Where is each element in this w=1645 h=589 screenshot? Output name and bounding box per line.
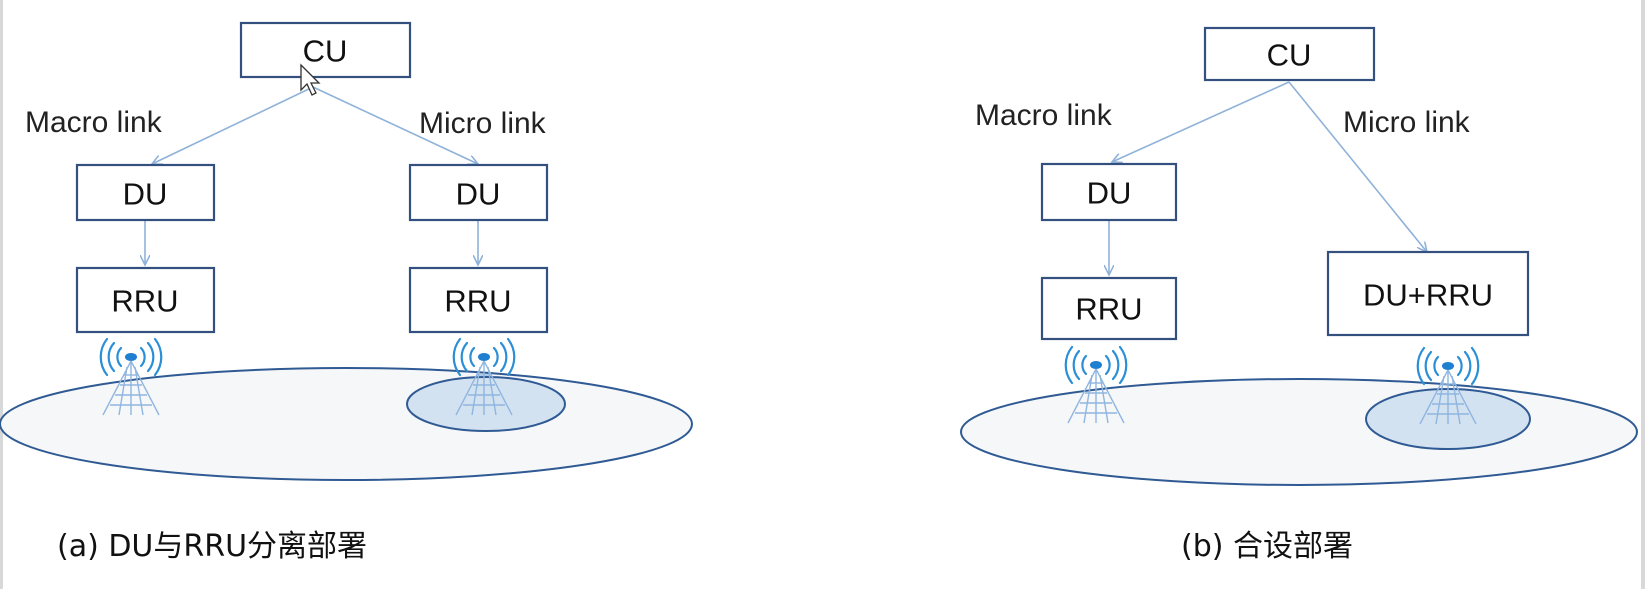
micro-coverage-area — [406, 376, 566, 432]
rru-node: RRU — [408, 266, 549, 334]
du-node: DU — [75, 163, 216, 222]
du-label: DU — [123, 177, 168, 212]
micro-link-label: Micro link — [419, 107, 547, 140]
diagram-a: CU DU DU RRU RRU Macro link Micro link (… — [0, 21, 693, 564]
du-node: DU — [1040, 162, 1178, 222]
du-label: DU — [456, 177, 501, 212]
macro-link-label: Macro link — [25, 106, 163, 139]
macro-link-line — [152, 86, 314, 164]
du-node: DU — [408, 163, 549, 222]
diagram-b: CU DU RRU DU+RRU Macro link Micro link (… — [960, 26, 1638, 564]
macro-coverage-area — [0, 367, 693, 481]
micro-link-line — [1288, 81, 1427, 252]
macro-link-line — [1112, 81, 1290, 162]
rru-label: RRU — [444, 284, 511, 319]
rru-label: RRU — [1075, 292, 1142, 327]
macro-coverage-area — [960, 378, 1638, 486]
du-rru-label: DU+RRU — [1363, 278, 1493, 313]
caption-b: (b) 合设部署 — [1181, 529, 1353, 564]
left-frame-edge — [0, 0, 3, 589]
micro-link-line — [312, 86, 478, 164]
micro-link-label: Micro link — [1343, 106, 1471, 139]
mouse-cursor-icon — [300, 63, 321, 96]
cu-node: CU — [1203, 26, 1376, 82]
rru-node: RRU — [1040, 276, 1178, 341]
macro-link-label: Macro link — [975, 99, 1113, 132]
du-rru-node: DU+RRU — [1326, 250, 1530, 337]
du-label: DU — [1087, 176, 1132, 211]
cu-node: CU — [239, 21, 412, 79]
right-frame-edge — [1641, 0, 1645, 589]
rru-node: RRU — [75, 266, 216, 334]
cu-label: CU — [303, 34, 348, 69]
caption-a: (a) DU与RRU分离部署 — [57, 529, 367, 564]
rru-label: RRU — [111, 284, 178, 319]
cu-label: CU — [1267, 38, 1312, 73]
